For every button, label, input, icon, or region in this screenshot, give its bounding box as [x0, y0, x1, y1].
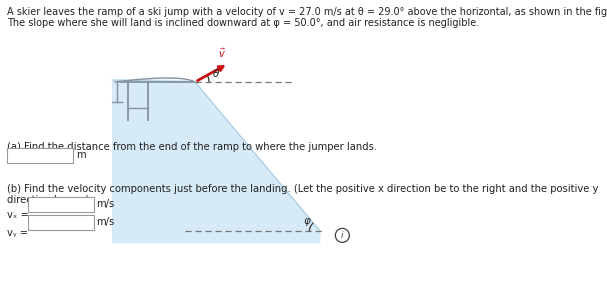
FancyBboxPatch shape: [7, 147, 72, 162]
Text: m: m: [76, 150, 86, 160]
Text: direction be up.): direction be up.): [7, 195, 89, 205]
FancyBboxPatch shape: [27, 215, 93, 230]
Text: (b) Find the velocity components just before the landing. (Let the positive x di: (b) Find the velocity components just be…: [7, 184, 599, 194]
Text: vₓ =: vₓ =: [7, 210, 29, 220]
Text: (a) Find the distance from the end of the ramp to where the jumper lands.: (a) Find the distance from the end of th…: [7, 142, 377, 152]
Text: $\vec{v}$: $\vec{v}$: [219, 46, 226, 60]
Text: i: i: [341, 231, 344, 240]
Text: m/s: m/s: [96, 199, 114, 209]
Polygon shape: [112, 79, 320, 243]
Text: φ: φ: [304, 216, 311, 226]
Text: m/s: m/s: [96, 217, 114, 227]
Text: The slope where she will land is inclined downward at φ = 50.0°, and air resista: The slope where she will land is incline…: [7, 18, 480, 28]
Text: vᵧ =: vᵧ =: [7, 228, 28, 238]
FancyBboxPatch shape: [27, 196, 93, 212]
Text: A skier leaves the ramp of a ski jump with a velocity of v = 27.0 m/s at θ = 29.: A skier leaves the ramp of a ski jump wi…: [7, 7, 607, 17]
Text: θ: θ: [213, 69, 219, 79]
